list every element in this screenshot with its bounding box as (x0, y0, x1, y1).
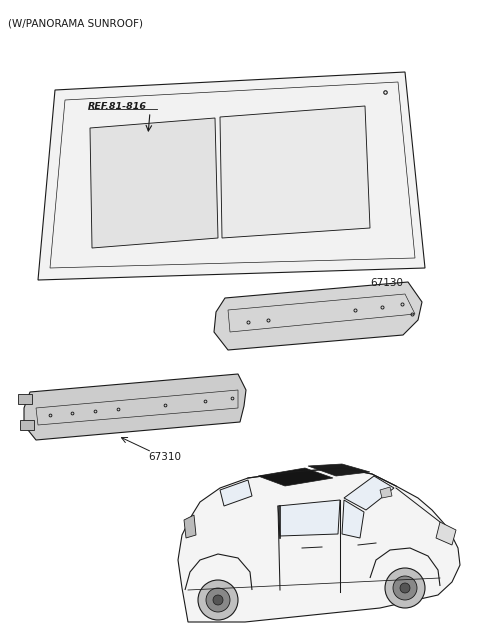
Circle shape (198, 580, 238, 620)
Text: REF.81-816: REF.81-816 (88, 102, 147, 111)
Polygon shape (344, 476, 394, 510)
Circle shape (206, 588, 230, 612)
Polygon shape (258, 468, 333, 486)
Circle shape (400, 583, 410, 593)
Polygon shape (90, 118, 218, 248)
Circle shape (213, 595, 223, 605)
Bar (20, 420, 34, 430)
Circle shape (385, 568, 425, 608)
Text: (W/PANORAMA SUNROOF): (W/PANORAMA SUNROOF) (8, 18, 143, 28)
Text: 67130: 67130 (370, 278, 403, 288)
Polygon shape (342, 500, 364, 538)
Polygon shape (178, 468, 460, 622)
Polygon shape (214, 282, 422, 350)
Polygon shape (308, 464, 370, 476)
Polygon shape (436, 522, 456, 545)
Polygon shape (220, 106, 370, 238)
Circle shape (393, 576, 417, 600)
Text: 67310: 67310 (148, 452, 181, 462)
Polygon shape (220, 480, 252, 506)
Polygon shape (380, 487, 392, 498)
Polygon shape (184, 515, 196, 538)
Polygon shape (278, 500, 340, 536)
Bar (18, 394, 32, 404)
Polygon shape (38, 72, 425, 280)
Polygon shape (24, 374, 246, 440)
